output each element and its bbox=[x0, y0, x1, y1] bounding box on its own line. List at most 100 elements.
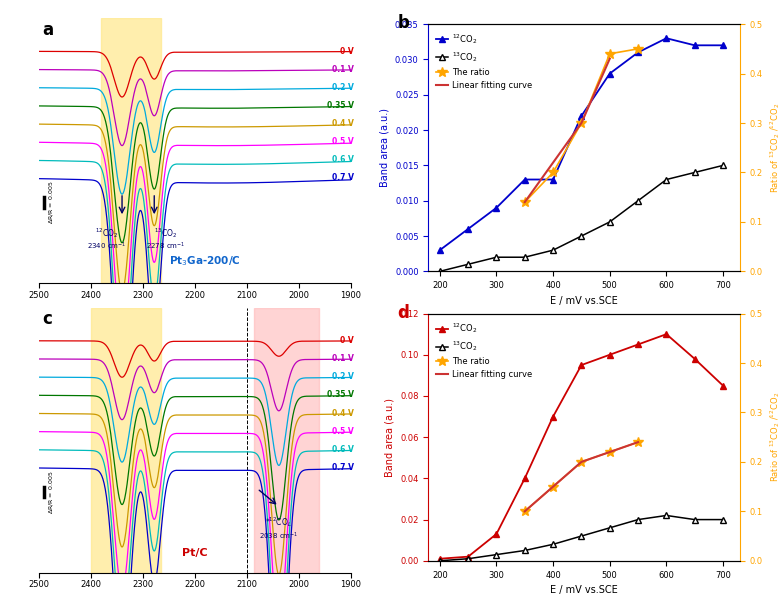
X-axis label: E / mV vs.SCE: E / mV vs.SCE bbox=[551, 295, 618, 306]
$^{13}$CO$_2$ bbox=[492, 551, 501, 558]
$^{13}$CO$_2$ bbox=[492, 254, 501, 261]
Linear fitting curve bbox=[548, 483, 558, 490]
Text: 0.1 V: 0.1 V bbox=[333, 355, 354, 363]
$^{13}$CO$_2$ bbox=[690, 516, 700, 523]
$^{12}$CO$_2$ bbox=[661, 330, 671, 338]
$^{13}$CO$_2$ bbox=[464, 555, 473, 563]
The ratio bbox=[633, 438, 643, 446]
Linear fitting curve bbox=[520, 198, 530, 206]
Text: a: a bbox=[42, 21, 53, 39]
$^{12}$CO$_2$ bbox=[576, 361, 586, 368]
Text: $^{13}$CO$_2$: $^{13}$CO$_2$ bbox=[154, 226, 178, 240]
Text: 0.35 V: 0.35 V bbox=[327, 391, 354, 399]
Bar bbox=[255, 308, 319, 573]
$^{12}$CO$_2$ bbox=[633, 341, 643, 348]
$^{13}$CO$_2$ bbox=[605, 524, 615, 531]
$^{13}$CO$_2$ bbox=[718, 516, 728, 523]
$^{13}$CO$_2$ bbox=[548, 247, 558, 254]
$^{13}$CO$_2$ bbox=[548, 541, 558, 548]
Line: Linear fitting curve: Linear fitting curve bbox=[525, 58, 610, 202]
Text: b: b bbox=[397, 14, 409, 32]
Line: $^{13}$CO$_2$: $^{13}$CO$_2$ bbox=[437, 513, 726, 564]
Linear fitting curve bbox=[520, 508, 530, 515]
$^{13}$CO$_2$ bbox=[633, 516, 643, 523]
Text: 0 V: 0 V bbox=[340, 336, 354, 345]
$^{13}$CO$_2$ bbox=[576, 532, 586, 540]
$^{13}$CO$_2$ bbox=[435, 557, 445, 564]
$^{13}$CO$_2$ bbox=[576, 232, 586, 239]
The ratio bbox=[548, 169, 558, 176]
Text: 0.5 V: 0.5 V bbox=[333, 427, 354, 435]
$^{12}$CO$_2$ bbox=[492, 531, 501, 538]
$^{12}$CO$_2$ bbox=[661, 34, 671, 42]
$^{13}$CO$_2$ bbox=[633, 197, 643, 204]
$^{12}$CO$_2$ bbox=[548, 176, 558, 183]
$^{12}$CO$_2$ bbox=[548, 413, 558, 420]
Text: c: c bbox=[42, 310, 52, 328]
Text: Pt$_3$Ga-200/C: Pt$_3$Ga-200/C bbox=[169, 254, 241, 268]
Bar bbox=[91, 308, 161, 573]
$^{12}$CO$_2$ bbox=[520, 176, 530, 183]
Text: 0.7 V: 0.7 V bbox=[332, 463, 354, 472]
$^{12}$CO$_2$ bbox=[605, 351, 615, 358]
Text: 0.7 V: 0.7 V bbox=[332, 174, 354, 182]
$^{13}$CO$_2$ bbox=[520, 547, 530, 554]
The ratio bbox=[548, 483, 558, 490]
Line: $^{12}$CO$_2$: $^{12}$CO$_2$ bbox=[436, 35, 727, 254]
The ratio bbox=[520, 508, 530, 515]
Legend: $^{12}$CO$_2$, $^{13}$CO$_2$, The ratio, Linear fitting curve: $^{12}$CO$_2$, $^{13}$CO$_2$, The ratio,… bbox=[432, 318, 535, 383]
Text: 2340 cm$^{-1}$: 2340 cm$^{-1}$ bbox=[86, 241, 126, 253]
Text: 0.1 V: 0.1 V bbox=[333, 65, 354, 74]
Text: 2278 cm$^{-1}$: 2278 cm$^{-1}$ bbox=[146, 241, 186, 253]
Text: 0.4 V: 0.4 V bbox=[333, 409, 354, 417]
The ratio bbox=[605, 50, 615, 57]
$^{12}$CO$_2$ bbox=[492, 204, 501, 212]
Text: 0 V: 0 V bbox=[340, 47, 354, 55]
$^{13}$CO$_2$ bbox=[718, 162, 728, 169]
Text: Pt/C: Pt/C bbox=[182, 548, 207, 558]
$^{13}$CO$_2$ bbox=[605, 218, 615, 226]
$^{12}$CO$_2$ bbox=[605, 70, 615, 77]
The ratio bbox=[520, 198, 530, 206]
Legend: $^{12}$CO$_2$, $^{13}$CO$_2$, The ratio, Linear fitting curve: $^{12}$CO$_2$, $^{13}$CO$_2$, The ratio,… bbox=[432, 28, 535, 93]
$^{12}$CO$_2$ bbox=[520, 475, 530, 482]
Text: $\Delta$R/R = 0.005: $\Delta$R/R = 0.005 bbox=[47, 181, 55, 224]
$^{13}$CO$_2$ bbox=[464, 260, 473, 268]
Line: The ratio: The ratio bbox=[520, 44, 643, 207]
Linear fitting curve bbox=[605, 55, 615, 62]
Y-axis label: Band area (a.u.): Band area (a.u.) bbox=[379, 108, 390, 188]
Line: $^{13}$CO$_2$: $^{13}$CO$_2$ bbox=[437, 162, 726, 274]
Text: d: d bbox=[397, 304, 409, 321]
Y-axis label: Ratio of $^{13}$CO$_2$ /$^{12}$CO$_2$: Ratio of $^{13}$CO$_2$ /$^{12}$CO$_2$ bbox=[769, 392, 779, 482]
$^{12}$CO$_2$ bbox=[464, 226, 473, 233]
Text: 0.2 V: 0.2 V bbox=[333, 373, 354, 381]
$^{13}$CO$_2$ bbox=[520, 254, 530, 261]
$^{12}$CO$_2$ bbox=[576, 112, 586, 119]
Linear fitting curve bbox=[633, 438, 643, 446]
X-axis label: E / mV vs.SCE: E / mV vs.SCE bbox=[551, 585, 618, 595]
Text: *$^{12}$CO$_L$: *$^{12}$CO$_L$ bbox=[266, 516, 292, 529]
$^{13}$CO$_2$ bbox=[435, 268, 445, 275]
Y-axis label: Ratio of $^{13}$CO$_2$ /$^{12}$CO$_2$: Ratio of $^{13}$CO$_2$ /$^{12}$CO$_2$ bbox=[769, 103, 779, 193]
The ratio bbox=[633, 45, 643, 52]
$^{12}$CO$_2$ bbox=[718, 42, 728, 49]
Text: 0.6 V: 0.6 V bbox=[333, 156, 354, 164]
Y-axis label: Band area (a.u.): Band area (a.u.) bbox=[385, 397, 395, 477]
Text: 0.2 V: 0.2 V bbox=[333, 83, 354, 92]
Bar bbox=[101, 18, 161, 283]
$^{12}$CO$_2$ bbox=[690, 42, 700, 49]
$^{12}$CO$_2$ bbox=[633, 49, 643, 56]
Text: $\Delta$R/R = 0.005: $\Delta$R/R = 0.005 bbox=[47, 470, 55, 514]
$^{13}$CO$_2$ bbox=[661, 512, 671, 519]
The ratio bbox=[605, 449, 615, 456]
$^{12}$CO$_2$ bbox=[435, 247, 445, 254]
Text: 0.35 V: 0.35 V bbox=[327, 101, 354, 110]
Text: 2038 cm$^{-1}$: 2038 cm$^{-1}$ bbox=[259, 531, 298, 542]
Line: Linear fitting curve: Linear fitting curve bbox=[525, 442, 638, 511]
Text: 0.6 V: 0.6 V bbox=[333, 445, 354, 453]
Line: $^{12}$CO$_2$: $^{12}$CO$_2$ bbox=[436, 330, 727, 562]
The ratio bbox=[576, 119, 586, 127]
Line: The ratio: The ratio bbox=[520, 437, 643, 516]
Linear fitting curve bbox=[576, 458, 586, 466]
$^{12}$CO$_2$ bbox=[690, 355, 700, 362]
